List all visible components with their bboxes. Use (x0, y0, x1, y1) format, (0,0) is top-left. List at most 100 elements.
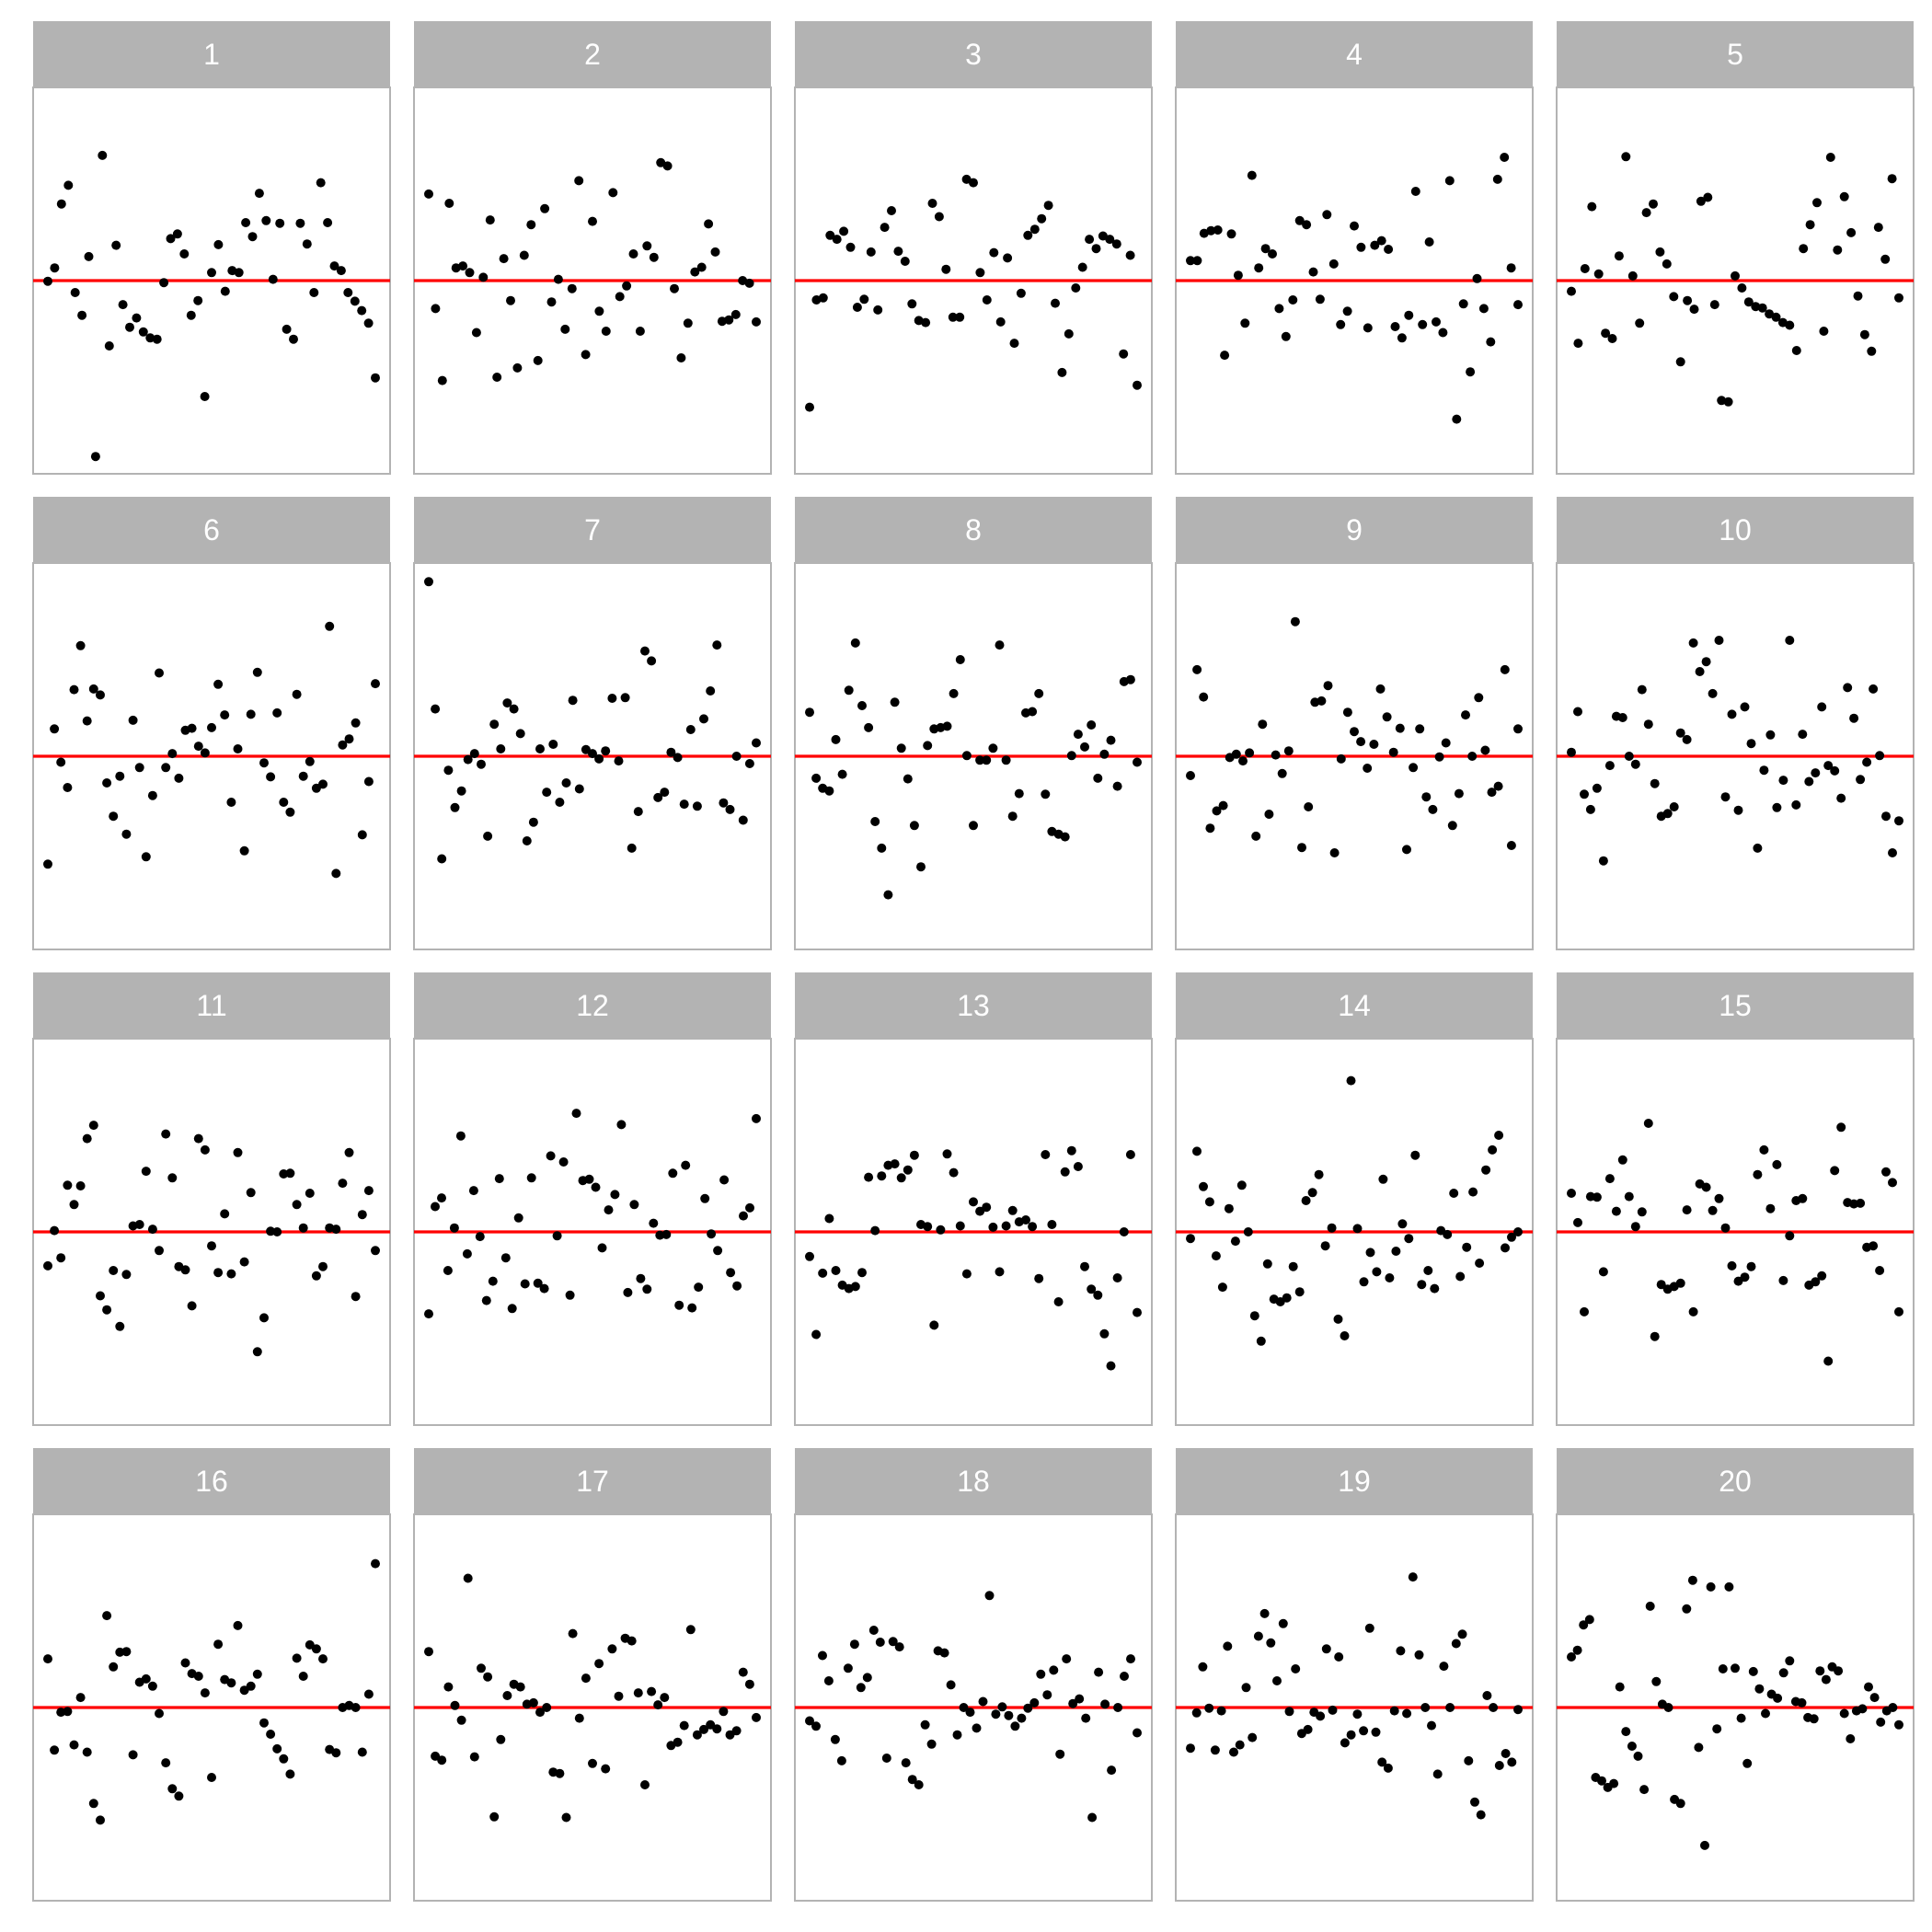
data-point (1753, 843, 1763, 853)
data-point (850, 638, 860, 648)
data-point (1223, 1641, 1233, 1651)
data-point (179, 249, 190, 259)
data-point (656, 157, 666, 167)
data-point (1333, 1314, 1343, 1324)
data-point (1220, 351, 1230, 361)
data-point (1051, 298, 1060, 308)
data-point (252, 1669, 262, 1679)
data-point (1675, 357, 1685, 367)
facet-strip (1557, 1448, 1914, 1514)
data-point (279, 798, 289, 807)
data-point (109, 1662, 119, 1672)
data-point (712, 640, 722, 650)
facet-panel-7: 7 (413, 497, 772, 950)
data-point (1617, 713, 1627, 722)
facet-label: 1 (203, 38, 220, 71)
facet-label: 14 (1338, 989, 1371, 1022)
data-point (921, 317, 931, 328)
data-point (868, 1626, 879, 1635)
data-point (1451, 1639, 1461, 1649)
facet-strip (33, 972, 390, 1039)
data-point (1833, 245, 1843, 255)
data-point (471, 328, 481, 338)
data-point (1277, 768, 1287, 778)
data-point (914, 1780, 924, 1789)
data-point (1212, 806, 1222, 816)
data-point (1284, 1707, 1294, 1717)
data-point (1809, 1714, 1819, 1724)
data-point (1423, 1266, 1433, 1275)
data-point (1772, 1159, 1782, 1169)
data-point (285, 1769, 295, 1779)
data-point (1825, 153, 1835, 162)
data-point (887, 206, 896, 215)
data-point (995, 1267, 1005, 1277)
data-point (568, 696, 578, 706)
data-point (972, 1723, 982, 1733)
data-point (1375, 684, 1386, 694)
data-point (1418, 319, 1428, 329)
data-point (213, 679, 224, 689)
data-point (102, 778, 112, 788)
data-point (988, 743, 998, 753)
data-point (1482, 1691, 1492, 1700)
data-point (1402, 845, 1411, 855)
data-point (285, 807, 295, 817)
data-point (1105, 235, 1115, 245)
data-point (1621, 152, 1631, 162)
data-point (1213, 225, 1223, 235)
data-point (43, 1260, 52, 1271)
data-point (1073, 730, 1083, 740)
data-point (1867, 346, 1877, 356)
data-point (555, 798, 565, 807)
data-point (115, 1321, 125, 1331)
data-point (539, 1283, 549, 1294)
data-point (949, 1167, 959, 1178)
data-point (568, 1628, 578, 1639)
data-point (357, 1747, 367, 1757)
data-point (1317, 696, 1327, 706)
data-point (1391, 1247, 1401, 1256)
data-point (1869, 1241, 1879, 1251)
data-point (934, 212, 944, 222)
data-point (1742, 1758, 1753, 1768)
data-point (1204, 1197, 1214, 1207)
data-point (1875, 1266, 1885, 1275)
data-point (1830, 1166, 1840, 1176)
data-point (574, 176, 584, 186)
data-point (1785, 636, 1795, 645)
data-point (1364, 1623, 1374, 1633)
data-point (1291, 1664, 1301, 1673)
data-point (1778, 1275, 1788, 1285)
data-point (1359, 1277, 1369, 1287)
data-point (1839, 191, 1849, 201)
data-point (633, 807, 643, 817)
data-point (161, 1129, 171, 1139)
data-point (1404, 310, 1414, 320)
data-point (1627, 1742, 1637, 1751)
data-point (712, 1724, 722, 1734)
data-point (1785, 320, 1795, 330)
data-point (1395, 723, 1405, 733)
data-point (1191, 1708, 1202, 1718)
data-point (888, 1637, 898, 1647)
data-point (560, 324, 570, 334)
data-point (1064, 328, 1074, 339)
data-point (1811, 1277, 1821, 1287)
data-point (1604, 761, 1615, 771)
data-point (207, 1241, 216, 1251)
data-point (272, 1743, 282, 1754)
data-point (363, 776, 374, 787)
data-point (752, 738, 761, 748)
data-point (506, 295, 515, 305)
data-point (200, 1144, 210, 1155)
data-point (1281, 331, 1291, 341)
facet-strip (795, 972, 1152, 1039)
data-point (268, 274, 278, 284)
data-point (1023, 230, 1033, 240)
data-point (1428, 804, 1438, 814)
data-point (1211, 1251, 1221, 1261)
data-point (1316, 1711, 1326, 1721)
facet-label: 16 (195, 1465, 228, 1498)
data-point (1645, 1601, 1655, 1611)
